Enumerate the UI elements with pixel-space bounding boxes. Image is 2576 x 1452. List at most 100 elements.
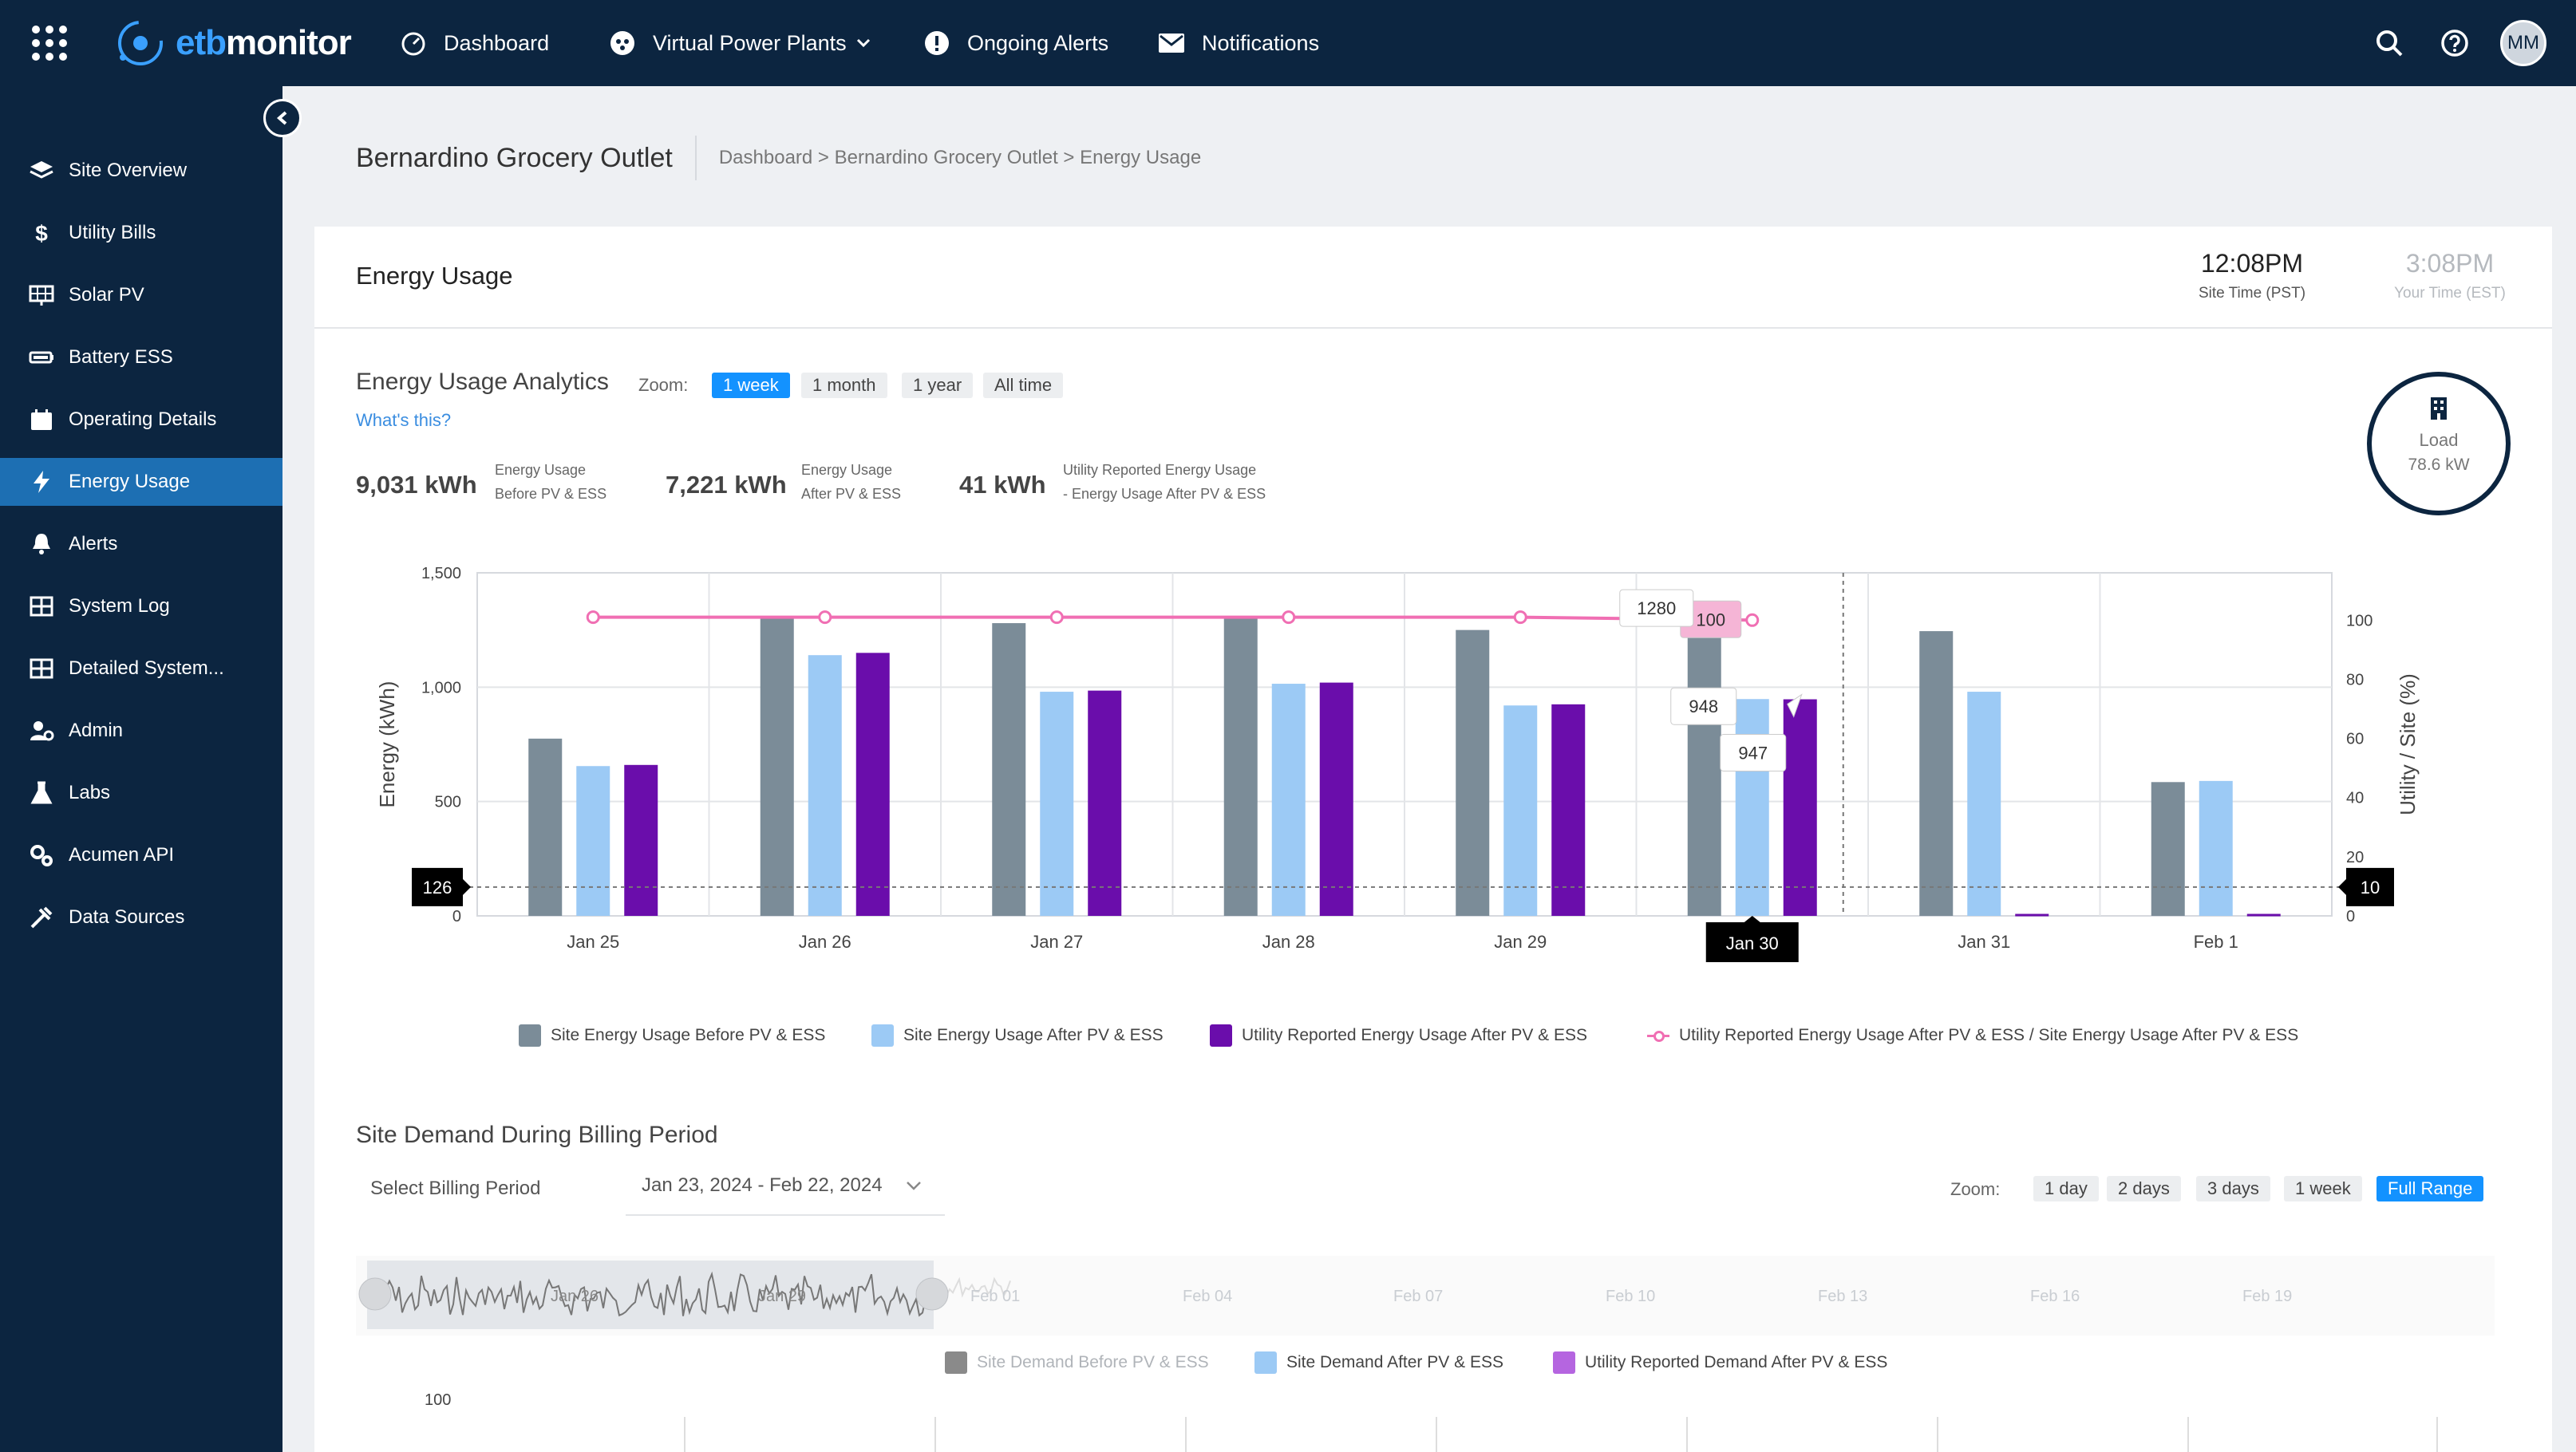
user-gear-icon <box>29 718 54 744</box>
y2-tick-label: 100 <box>2346 612 2373 629</box>
tooltip-after-box <box>1670 687 1737 725</box>
sidebar-item-labs[interactable]: Labs <box>0 769 282 817</box>
x-tick-highlight <box>1705 922 1799 962</box>
range-navigator[interactable] <box>356 1256 2495 1336</box>
zoom-1-week-button[interactable]: 1 week <box>712 373 790 398</box>
sidebar-item-label: Admin <box>69 720 124 741</box>
sidebar-item-data-sources[interactable]: Data Sources <box>0 894 282 941</box>
zoom-1-day-button[interactable]: 1 day <box>2033 1176 2099 1201</box>
site-time: 12:08PM Site Time (PST) <box>2188 249 2316 302</box>
user-menu[interactable]: MM <box>2498 20 2549 66</box>
sidebar-item-admin[interactable]: Admin <box>0 707 282 755</box>
billing-period-select[interactable]: Jan 23, 2024 - Feb 22, 2024 <box>642 1174 923 1197</box>
crosshair-left-label: 126 <box>423 878 452 898</box>
demand-legend-utility[interactable]: Utility Reported Demand After PV & ESS <box>1553 1351 1887 1374</box>
bar-before <box>760 616 794 916</box>
legend-before[interactable]: Site Energy Usage Before PV & ESS <box>519 1024 825 1047</box>
demand-legend-after[interactable]: Site Demand After PV & ESS <box>1254 1351 1503 1374</box>
energy-usage-card: Energy Usage 12:08PM Site Time (PST) 3:0… <box>314 227 2552 1452</box>
navigator-tick: Feb 16 <box>2030 1288 2080 1305</box>
zoom-1-year-button[interactable]: 1 year <box>902 373 974 398</box>
sidebar-item-operating-details[interactable]: Operating Details <box>0 396 282 444</box>
flask-icon <box>29 780 54 806</box>
zoom-2-days-button[interactable]: 2 days <box>2107 1176 2181 1201</box>
crosshair-right-box <box>2346 867 2394 906</box>
navigator-tick: Jan 29 <box>758 1288 807 1305</box>
nav-dashboard[interactable]: Dashboard <box>399 24 549 62</box>
tooltip-utility: 947 <box>1738 744 1768 763</box>
zoom-1-month-button[interactable]: 1 month <box>801 373 887 398</box>
whats-this-link[interactable]: What's this? <box>356 410 452 430</box>
bar-utility <box>1783 699 1817 916</box>
zoom-3-days-button[interactable]: 3 days <box>2196 1176 2270 1201</box>
tooltip-before: 1280 <box>1637 598 1676 618</box>
zoom-1-week-demand-button[interactable]: 1 week <box>2284 1176 2362 1201</box>
dollar-icon: $ <box>29 220 54 246</box>
nav-notifications-label: Notifications <box>1202 30 1320 55</box>
y2-axis-title: Utility / Site (%) <box>2396 673 2420 815</box>
legend-swatch <box>1254 1351 1277 1374</box>
legend-swatch <box>871 1024 894 1047</box>
tooltip-utility-box <box>1720 734 1787 772</box>
alert-icon <box>923 29 951 57</box>
apps-grid-icon[interactable] <box>32 26 67 61</box>
sidebar-item-detailed-system[interactable]: Detailed System... <box>0 645 282 692</box>
navigator-handle-left <box>358 1277 392 1311</box>
navigator-tick: Feb 13 <box>1818 1288 1868 1305</box>
ratio-line <box>593 615 1752 622</box>
zoom-full-range-button[interactable]: Full Range <box>2376 1176 2484 1201</box>
nav-virtual-power-plants[interactable]: Virtual Power Plants <box>608 24 871 62</box>
sidebar-item-energy-usage[interactable]: Energy Usage <box>0 458 282 506</box>
ratio-point <box>818 610 832 625</box>
y-tick-label: 500 <box>435 794 461 811</box>
nav-notifications[interactable]: Notifications <box>1157 24 1319 62</box>
sidebar-item-system-log[interactable]: System Log <box>0 582 282 630</box>
demand-title: Site Demand During Billing Period <box>356 1122 718 1148</box>
ratio-point <box>586 610 600 625</box>
sidebar-item-alerts[interactable]: Alerts <box>0 520 282 568</box>
stat-diff-label: Utility Reported Energy Usage - Energy Us… <box>1063 462 1266 502</box>
bar-before <box>992 623 1026 916</box>
y-tick-label: 0 <box>452 908 461 925</box>
sidebar-item-label: Detailed System... <box>69 657 224 679</box>
sidebar-item-utility-bills[interactable]: $ Utility Bills <box>0 209 282 257</box>
bar-before <box>2151 782 2185 916</box>
sidebar-item-site-overview[interactable]: Site Overview <box>0 147 282 195</box>
legend-swatch <box>1553 1351 1575 1374</box>
sidebar-item-solar-pv[interactable]: Solar PV <box>0 271 282 319</box>
help-button[interactable] <box>2432 21 2477 65</box>
plug-icon <box>29 905 54 930</box>
load-indicator[interactable]: Load 78.6 kW <box>2367 372 2511 515</box>
battery-icon <box>29 345 54 370</box>
navigator-tick: Feb 07 <box>1393 1288 1444 1305</box>
your-time-label: Your Time (EST) <box>2394 285 2506 302</box>
zoom-all-time-button[interactable]: All time <box>983 373 1064 398</box>
nav-virtual-power-plants-label: Virtual Power Plants <box>653 30 847 55</box>
sidebar-item-acumen-api[interactable]: Acumen API <box>0 831 282 879</box>
stat-before-label: Energy Usage Before PV & ESS <box>495 462 607 502</box>
tooltip-ratio: 100 <box>1696 610 1725 629</box>
billing-period-label: Select Billing Period <box>370 1178 541 1199</box>
legend-utility[interactable]: Utility Reported Energy Usage After PV &… <box>1210 1024 1587 1047</box>
sidebar-collapse-button[interactable] <box>263 99 302 137</box>
building-icon <box>2431 397 2447 420</box>
chevron-left-icon <box>276 111 287 125</box>
table-icon <box>29 656 54 681</box>
breadcrumb[interactable]: Dashboard > Bernardino Grocery Outlet > … <box>718 147 1202 168</box>
legend-ratio[interactable]: Utility Reported Energy Usage After PV &… <box>1647 1024 2298 1047</box>
crosshair-right-label: 10 <box>2361 878 2380 898</box>
demand-legend-before[interactable]: Site Demand Before PV & ESS <box>945 1351 1209 1374</box>
sidebar-item-battery-ess[interactable]: Battery ESS <box>0 333 282 381</box>
bell-icon <box>29 531 54 557</box>
search-button[interactable] <box>2367 21 2412 65</box>
demand-chart-grid <box>684 1417 2438 1452</box>
logo-text-suffix: monitor <box>226 23 352 62</box>
nav-ongoing-alerts[interactable]: Ongoing Alerts <box>923 24 1108 62</box>
stat-after-label: Energy Usage After PV & ESS <box>801 462 902 502</box>
legend-swatch <box>519 1024 541 1047</box>
stat-diff-value: 41 kWh <box>959 471 1046 499</box>
page-title: Bernardino Grocery Outlet <box>356 142 673 173</box>
sidebar <box>0 86 282 1452</box>
legend-after[interactable]: Site Energy Usage After PV & ESS <box>871 1024 1164 1047</box>
app-logo[interactable]: etbmonitor <box>113 18 352 69</box>
